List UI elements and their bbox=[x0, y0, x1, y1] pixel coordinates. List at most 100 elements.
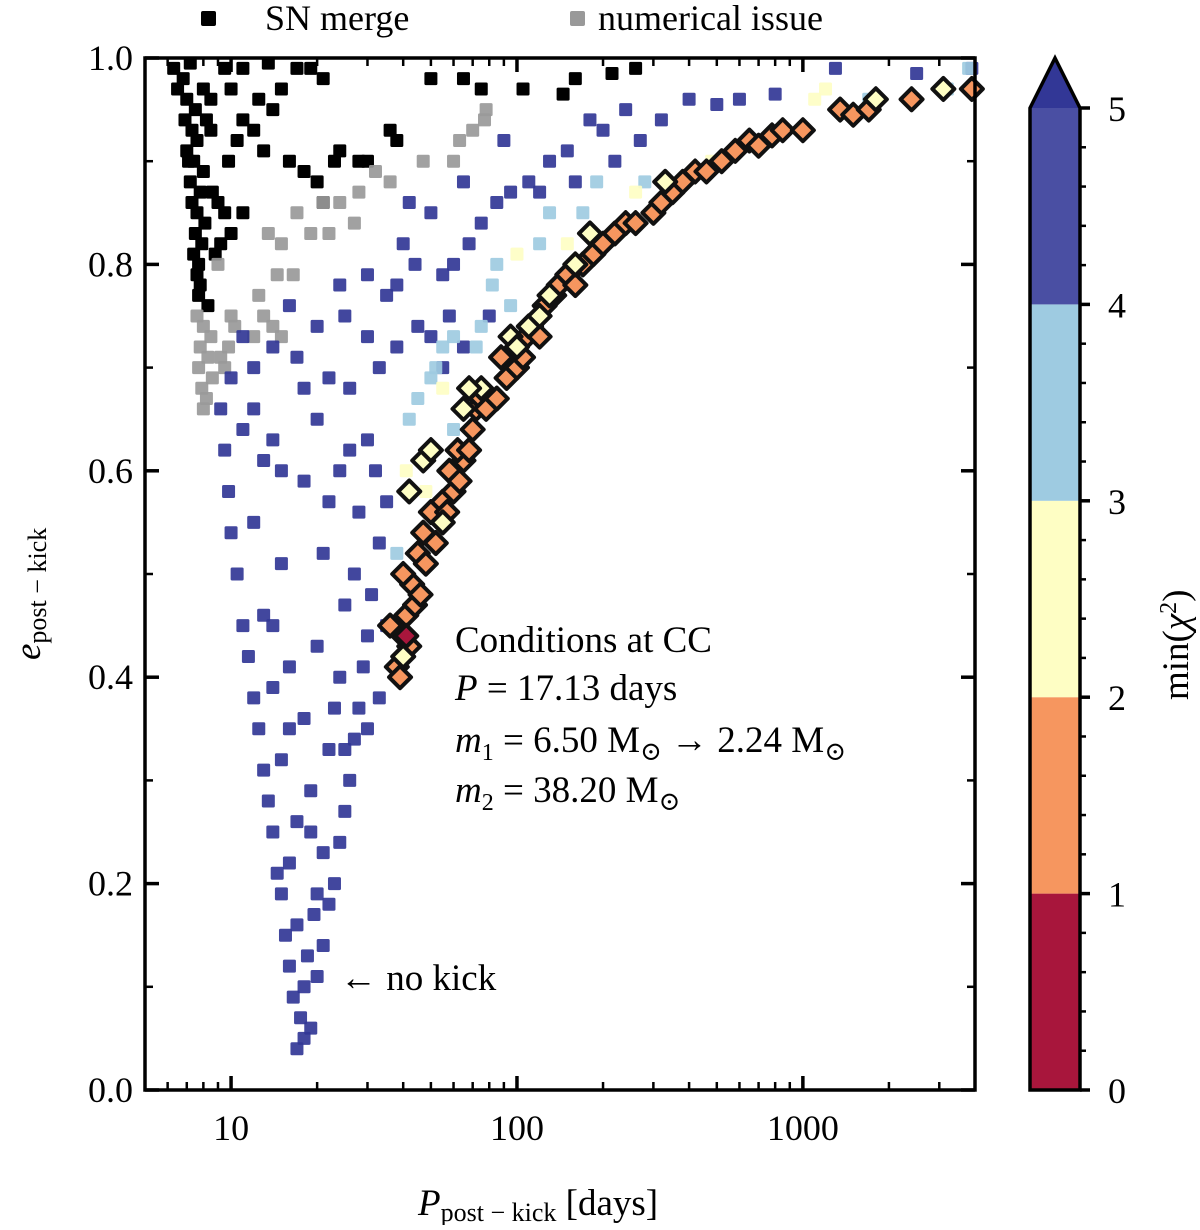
data-point-diamond bbox=[622, 210, 649, 237]
data-point-square bbox=[222, 484, 236, 498]
colorbar-bin bbox=[1030, 108, 1080, 305]
data-point-square bbox=[416, 154, 430, 168]
data-point-square bbox=[504, 185, 518, 199]
data-point-square bbox=[187, 247, 201, 261]
data-point-square bbox=[390, 278, 404, 292]
data-point-square bbox=[310, 319, 324, 333]
data-point-square bbox=[383, 123, 397, 137]
data-point-square bbox=[474, 216, 488, 230]
data-point-square bbox=[193, 340, 207, 354]
data-point-square bbox=[490, 257, 504, 271]
data-point-square bbox=[304, 61, 318, 75]
data-point-square bbox=[424, 206, 438, 220]
data-point-square bbox=[208, 247, 222, 261]
data-point-square bbox=[270, 268, 284, 282]
data-point-square bbox=[224, 371, 238, 385]
data-point-square bbox=[185, 195, 199, 209]
data-point-square bbox=[274, 464, 288, 478]
data-point-square bbox=[343, 443, 357, 457]
data-point-square bbox=[322, 897, 336, 911]
data-point-square bbox=[274, 753, 288, 767]
data-point-square bbox=[497, 134, 511, 148]
data-point-square bbox=[224, 309, 238, 323]
data-point-square bbox=[424, 72, 438, 86]
data-point-square bbox=[218, 61, 232, 75]
data-point-square bbox=[241, 650, 255, 664]
data-point-square bbox=[347, 216, 361, 230]
data-point-square bbox=[310, 887, 324, 901]
data-point-diamond bbox=[390, 643, 417, 670]
data-point-square bbox=[236, 619, 250, 633]
data-point-square bbox=[236, 423, 250, 437]
data-point-square bbox=[360, 268, 374, 282]
data-point-square bbox=[274, 237, 288, 251]
data-point-square bbox=[360, 154, 374, 168]
data-point-square bbox=[230, 134, 244, 148]
data-point-square bbox=[257, 763, 271, 777]
data-point-square bbox=[478, 113, 492, 127]
x-axis-label: Ppost − kick [days] bbox=[417, 1183, 658, 1225]
data-point-square bbox=[316, 72, 330, 86]
data-point-square bbox=[266, 340, 280, 354]
data-point-square bbox=[402, 195, 416, 209]
data-point-square bbox=[282, 299, 296, 313]
data-point-square bbox=[266, 681, 280, 695]
annotation-m1: m1 = 6.50 M⊙ → 2.24 M⊙ bbox=[455, 720, 846, 766]
colorbar-tick-label: 1 bbox=[1108, 875, 1126, 915]
data-point-square bbox=[236, 330, 250, 344]
data-point-square bbox=[214, 350, 228, 364]
data-point-square bbox=[568, 175, 582, 189]
data-point-square bbox=[327, 154, 341, 168]
data-point-square bbox=[390, 546, 404, 560]
colorbar-tick-label: 3 bbox=[1108, 482, 1126, 522]
axis-ticks: 10 100 1000 0.0 0.2 0.4 0.6 0.8 1.0 bbox=[88, 38, 977, 1148]
data-point-square bbox=[257, 144, 271, 158]
data-point-square bbox=[436, 340, 450, 354]
data-point-square bbox=[190, 206, 204, 220]
data-point-square bbox=[828, 61, 842, 75]
data-point-square bbox=[247, 402, 261, 416]
data-point-square bbox=[214, 402, 228, 416]
data-point-diamond bbox=[422, 530, 449, 557]
legend: SN merge numerical issue bbox=[201, 0, 823, 38]
data-point-square bbox=[196, 319, 210, 333]
data-point-diamond bbox=[562, 251, 589, 278]
data-point-square bbox=[304, 1021, 318, 1035]
data-point-square bbox=[605, 66, 619, 80]
data-point-square bbox=[290, 918, 304, 932]
colorbar-tick-label: 0 bbox=[1108, 1071, 1126, 1111]
data-point-square bbox=[171, 82, 185, 96]
data-point-diamond bbox=[652, 168, 679, 195]
data-point-square bbox=[190, 309, 204, 323]
colorbar-bin bbox=[1030, 304, 1080, 501]
data-point-square bbox=[266, 619, 280, 633]
data-point-square bbox=[304, 226, 318, 240]
data-point-square bbox=[910, 66, 924, 80]
data-point-diamond bbox=[456, 437, 483, 464]
data-point-square bbox=[333, 464, 347, 478]
data-point-square bbox=[338, 598, 352, 612]
data-point-square bbox=[282, 959, 296, 973]
data-point-diamond bbox=[393, 622, 420, 649]
data-point-square bbox=[190, 134, 204, 148]
data-point-square bbox=[266, 825, 280, 839]
data-point-square bbox=[266, 319, 280, 333]
data-point-square bbox=[390, 340, 404, 354]
data-point-square bbox=[522, 175, 536, 189]
data-point-square bbox=[380, 495, 394, 509]
data-point-diamond bbox=[412, 550, 439, 577]
data-point-square bbox=[180, 144, 194, 158]
data-point-square bbox=[447, 330, 461, 344]
data-point-square bbox=[211, 195, 225, 209]
data-point-square bbox=[218, 206, 232, 220]
y-tick-label: 0.8 bbox=[88, 244, 133, 284]
data-point-square bbox=[236, 113, 250, 127]
data-point-square bbox=[310, 175, 324, 189]
data-point-diamond bbox=[958, 75, 985, 102]
data-point-square bbox=[447, 154, 461, 168]
data-point-diamond bbox=[862, 86, 889, 113]
data-point-square bbox=[307, 908, 321, 922]
data-point-square bbox=[257, 453, 271, 467]
data-point-square bbox=[274, 82, 288, 96]
data-point-square bbox=[193, 278, 207, 292]
